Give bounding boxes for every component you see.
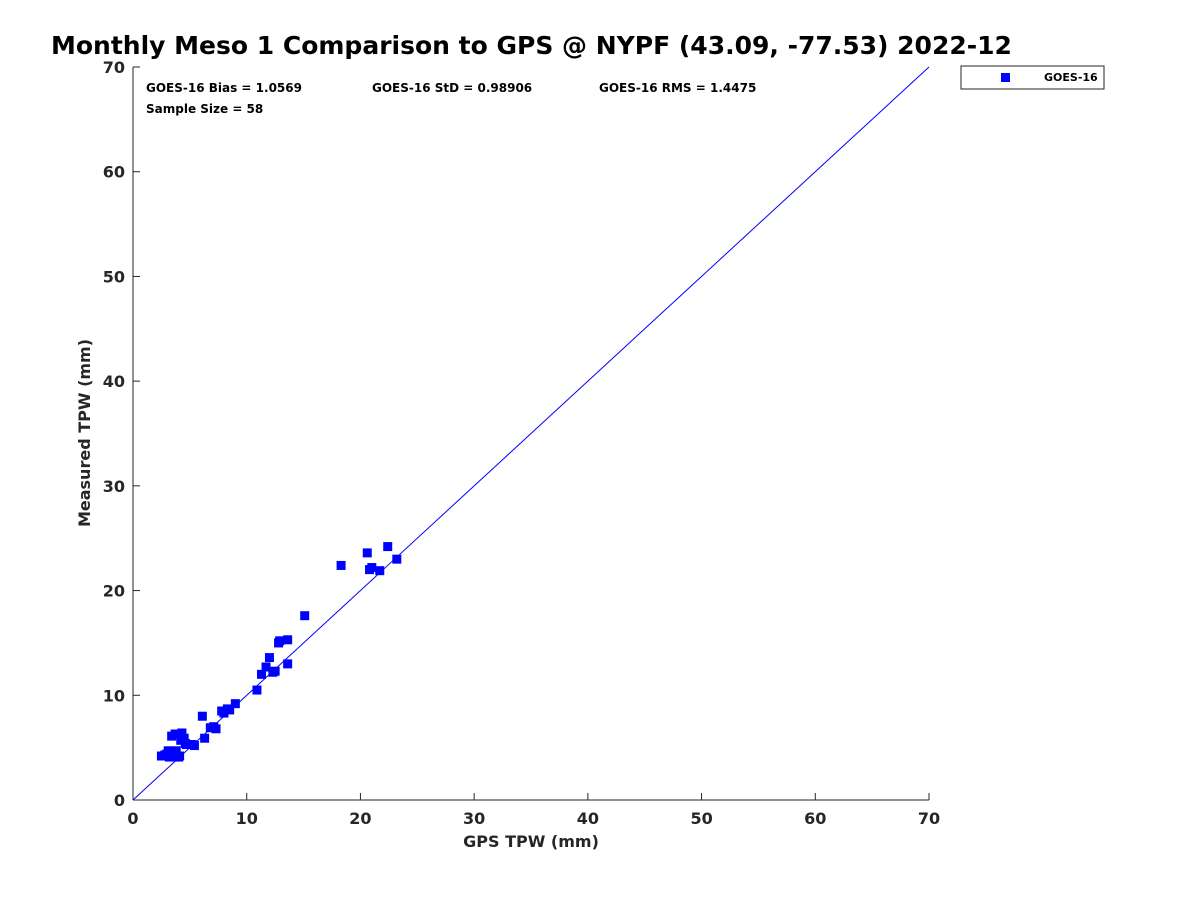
y-tick-label: 10 <box>103 686 125 705</box>
y-axis-ticks: 0 10 20 30 40 50 60 70 <box>103 58 140 810</box>
x-tick-label: 70 <box>918 809 940 828</box>
data-point <box>252 685 262 695</box>
data-point <box>163 746 173 756</box>
stat-std: GOES-16 StD = 0.98906 <box>372 81 532 95</box>
data-point <box>189 741 199 751</box>
data-point <box>230 699 240 709</box>
y-tick-label: 70 <box>103 58 125 77</box>
legend-label-goes16: GOES-16 <box>1044 71 1098 84</box>
data-point <box>375 566 385 576</box>
data-point <box>270 666 280 676</box>
x-tick-label: 10 <box>236 809 258 828</box>
x-tick-label: 30 <box>463 809 485 828</box>
data-point <box>179 733 189 743</box>
data-point <box>256 669 266 679</box>
y-tick-label: 50 <box>103 267 125 286</box>
data-point <box>170 729 180 739</box>
data-point <box>164 752 174 762</box>
data-point <box>283 659 293 669</box>
data-point <box>225 705 235 715</box>
data-point <box>264 653 274 663</box>
chart-title: Monthly Meso 1 Comparison to GPS @ NYPF … <box>51 31 1012 60</box>
data-point <box>171 746 181 756</box>
x-tick-label: 20 <box>349 809 371 828</box>
data-point <box>211 724 221 734</box>
data-point <box>181 740 191 750</box>
x-tick-label: 40 <box>577 809 599 828</box>
data-point <box>275 636 285 646</box>
stats-panel: GOES-16 Bias = 1.0569 GOES-16 StD = 0.98… <box>146 81 756 116</box>
data-point <box>336 560 346 570</box>
x-tick-label: 0 <box>127 809 138 828</box>
x-axis-label: GPS TPW (mm) <box>463 832 599 851</box>
x-tick-label: 50 <box>690 809 712 828</box>
y-tick-label: 20 <box>103 582 125 601</box>
y-tick-label: 40 <box>103 372 125 391</box>
stat-sample-size: Sample Size = 58 <box>146 102 263 116</box>
data-point <box>197 711 207 721</box>
y-tick-label: 60 <box>103 163 125 182</box>
y-tick-label: 0 <box>114 791 125 810</box>
data-point <box>175 751 185 761</box>
stat-rms: GOES-16 RMS = 1.4475 <box>599 81 756 95</box>
data-point <box>367 563 377 573</box>
data-point <box>200 733 210 743</box>
legend-marker-goes16 <box>1001 73 1010 82</box>
data-point <box>362 548 372 558</box>
data-point <box>261 662 271 672</box>
x-tick-label: 60 <box>804 809 826 828</box>
data-points <box>156 542 402 762</box>
x-axis-ticks: 0 10 20 30 40 50 60 70 <box>127 793 940 828</box>
data-point <box>300 611 310 621</box>
legend-box <box>960 65 1105 90</box>
y-axis-label: Measured TPW (mm) <box>75 339 94 527</box>
data-point <box>169 751 179 761</box>
data-point <box>283 635 293 645</box>
one-to-one-reference-line <box>132 66 930 801</box>
stat-bias: GOES-16 Bias = 1.0569 <box>146 81 302 95</box>
legend: GOES-16 <box>960 65 1105 90</box>
y-tick-label: 30 <box>103 477 125 496</box>
data-point <box>392 554 402 564</box>
data-point <box>383 542 393 552</box>
